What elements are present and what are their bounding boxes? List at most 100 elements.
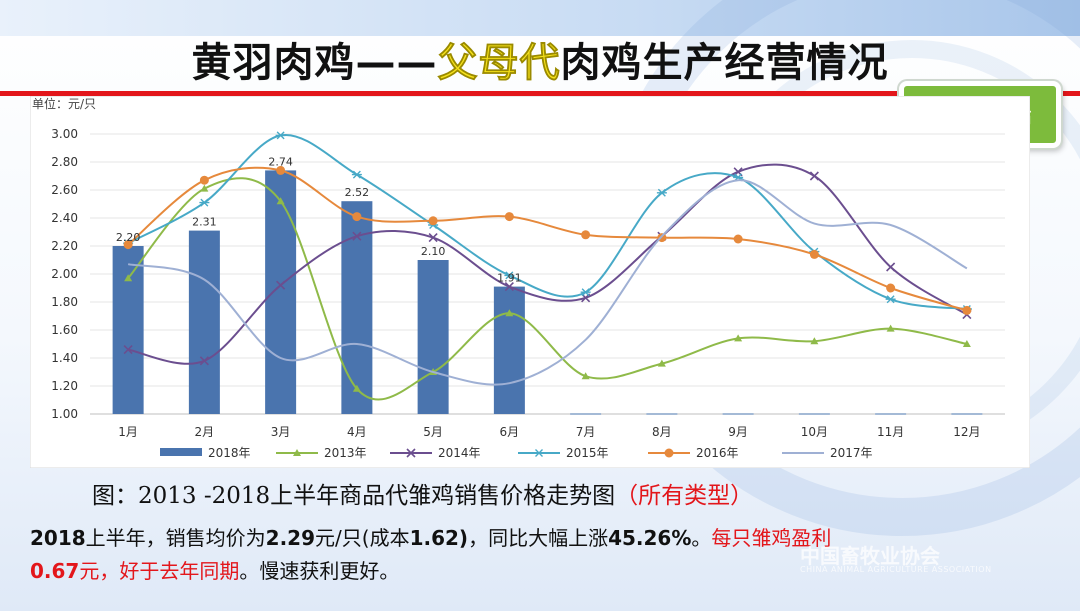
title-prefix: 黄羽肉鸡—— — [191, 40, 438, 86]
x-tick-label: 6月 — [500, 425, 520, 439]
x-tick-label: 10月 — [801, 425, 828, 439]
series-point — [504, 282, 514, 292]
series-point — [886, 262, 896, 272]
title-suffix: 肉鸡生产经营情况 — [560, 40, 889, 86]
data-label: 2.20 — [116, 231, 141, 244]
series-point — [124, 274, 133, 282]
summary-part4: 元/只(成本 — [315, 526, 410, 550]
bar — [112, 246, 144, 414]
series-point — [276, 280, 286, 290]
series-point — [656, 188, 667, 197]
y-tick-label: 2.00 — [51, 267, 78, 281]
series-point — [504, 271, 515, 280]
price-trend-chart: 单位：元/只 1.00 1.20 1.40 1.60 1.80 2.00 2.20 2.40 2.… — [30, 96, 1030, 468]
chart-caption: 图：2013 -2018上半年商品代雏鸡销售价格走势图（所有类型） — [92, 476, 753, 510]
summary-growth: 45.26% — [608, 526, 692, 550]
y-tick-label: 1.00 — [51, 407, 78, 421]
series-point — [504, 212, 514, 222]
series-point — [733, 234, 743, 244]
bar — [493, 286, 525, 414]
series-point — [886, 324, 895, 332]
series-point — [352, 384, 361, 392]
legend-label: 2017年 — [830, 446, 873, 460]
watermark-cn: 中国畜牧业协会 — [800, 544, 940, 568]
series-point — [962, 340, 971, 347]
y-tick-label: 2.20 — [51, 239, 78, 253]
title-divider — [0, 91, 1080, 96]
legend-swatch — [160, 448, 202, 456]
series-point — [293, 449, 301, 456]
y-tick-label: 2.40 — [51, 211, 78, 225]
caption-red: （所有类型） — [615, 483, 754, 509]
series-point — [123, 345, 133, 355]
y-tick-label: 1.80 — [51, 295, 78, 309]
y-tick-label: 1.60 — [51, 323, 78, 337]
series-point — [580, 288, 591, 297]
series-point — [885, 295, 896, 304]
series-point — [352, 231, 362, 241]
chart-background — [30, 96, 1030, 468]
series-point — [276, 165, 286, 175]
series-line — [127, 166, 968, 312]
association-watermark: 中国畜牧业协会 CHINA ANIMAL AGRICULTURE ASSOCIAT… — [800, 540, 1060, 574]
legend-label: 2016年 — [696, 446, 739, 460]
series-point — [351, 170, 362, 179]
data-label: 2.10 — [421, 245, 446, 258]
series-point — [199, 356, 209, 366]
bar — [265, 170, 297, 414]
legend-label: 2014年 — [438, 446, 481, 460]
summary-cost: 1.62) — [409, 526, 469, 550]
series-point — [406, 448, 416, 458]
x-tick-label: 3月 — [271, 425, 291, 439]
x-tick-label: 12月 — [953, 425, 980, 439]
series-line — [127, 179, 968, 386]
series-point — [809, 249, 819, 259]
summary-profit-value: 0.67 — [30, 559, 80, 583]
data-label: 2.52 — [345, 186, 370, 199]
series-point — [664, 448, 674, 458]
series-line — [127, 163, 968, 365]
x-tick-label: 9月 — [728, 425, 748, 439]
series-point — [534, 449, 544, 457]
series-point — [276, 197, 285, 205]
summary-part9: 。慢速获利更好。 — [239, 559, 400, 583]
page-title: 黄羽肉鸡——父母代肉鸡生产经营情况 — [0, 30, 1080, 88]
series-point — [809, 171, 819, 181]
x-tick-label: 11月 — [877, 425, 904, 439]
series-point — [275, 131, 286, 140]
series-point — [428, 216, 438, 226]
y-tick-label: 1.40 — [51, 351, 78, 365]
y-tick-label: 1.20 — [51, 379, 78, 393]
x-tick-label: 1月 — [118, 425, 138, 439]
y-tick-label: 2.60 — [51, 183, 78, 197]
series-point — [886, 283, 896, 293]
summary-profit-suffix: 元，好于去年同期 — [79, 559, 240, 583]
summary-part6: ，同比大幅上涨 — [468, 526, 609, 550]
x-tick-label: 8月 — [652, 425, 672, 439]
bar — [188, 230, 220, 414]
watermark-en: CHINA ANIMAL AGRICULTURE ASSOCIATION — [800, 565, 992, 574]
series-point — [657, 359, 666, 367]
series-point — [199, 175, 209, 185]
bar — [417, 260, 449, 414]
x-tick-label: 5月 — [423, 425, 443, 439]
summary-part8: 。 — [691, 526, 712, 550]
series-point — [581, 230, 591, 240]
summary-text: 2018上半年，销售均价为2.29元/只(成本1.62)，同比大幅上涨45.26… — [30, 522, 1050, 588]
x-tick-label: 4月 — [347, 425, 367, 439]
series-point — [810, 337, 819, 345]
y-tick-label: 2.80 — [51, 155, 78, 169]
series-point — [123, 240, 133, 250]
series-point — [734, 334, 743, 342]
series-point — [199, 198, 210, 207]
summary-part2: 上半年，销售均价为 — [85, 526, 266, 550]
x-tick-label: 2月 — [195, 425, 215, 439]
summary-profit-label: 每只雏鸡盈利 — [711, 526, 832, 550]
x-tick-label: 7月 — [576, 425, 596, 439]
legend-label: 2013年 — [324, 446, 367, 460]
data-label: 2.31 — [192, 216, 217, 229]
summary-year: 2018 — [30, 526, 86, 550]
data-label: 1.91 — [497, 272, 522, 285]
title-highlight: 父母代 — [437, 40, 561, 87]
